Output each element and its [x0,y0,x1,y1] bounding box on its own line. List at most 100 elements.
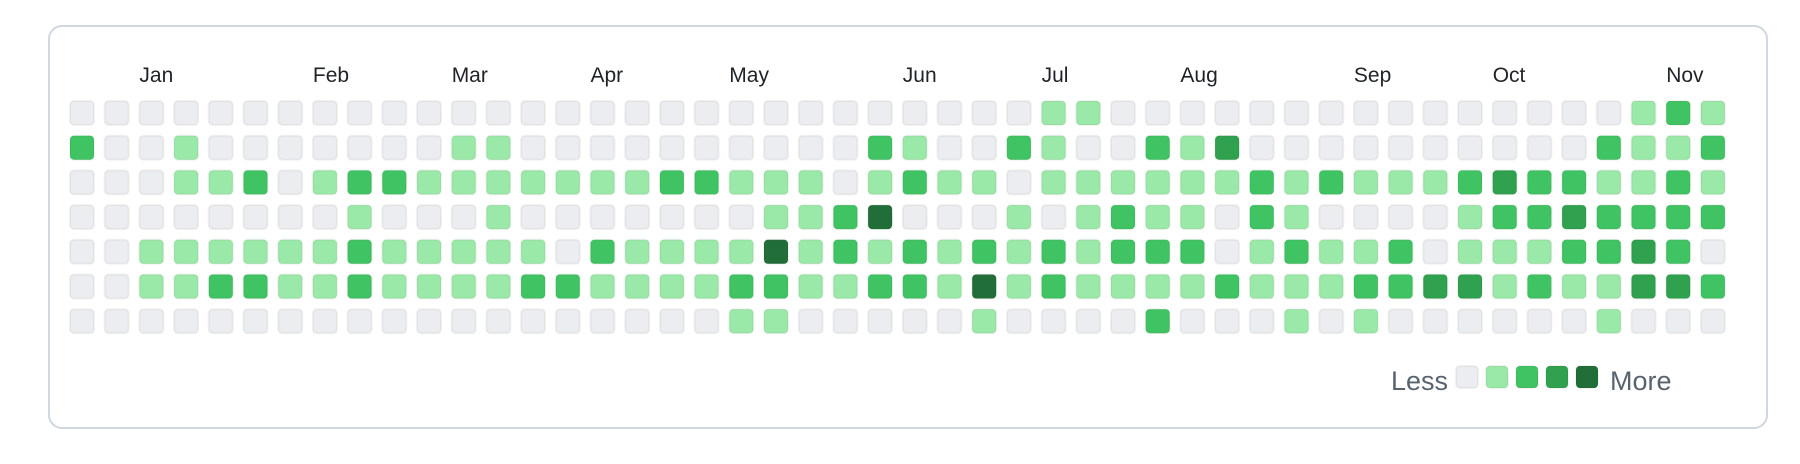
contribution-cell[interactable] [277,134,304,161]
contribution-cell[interactable] [277,100,304,126]
contribution-cell[interactable] [485,308,512,335]
contribution-cell[interactable] [901,169,928,196]
contribution-cell[interactable] [277,273,304,300]
contribution-cell[interactable] [1075,100,1102,126]
contribution-cell[interactable] [1040,273,1067,300]
contribution-cell[interactable] [1040,134,1067,161]
contribution-cell[interactable] [1387,308,1414,335]
contribution-cell[interactable] [1144,238,1171,265]
contribution-cell[interactable] [1457,169,1483,196]
contribution-cell[interactable] [1491,169,1518,196]
contribution-cell[interactable] [797,204,824,231]
contribution-cell[interactable] [1595,238,1622,265]
contribution-cell[interactable] [1665,273,1692,300]
contribution-cell[interactable] [1110,273,1136,300]
contribution-cell[interactable] [693,100,720,126]
contribution-cell[interactable] [1422,273,1449,300]
contribution-cell[interactable] [901,238,928,265]
contribution-cell[interactable] [277,204,304,231]
contribution-cell[interactable] [1075,134,1102,161]
contribution-cell[interactable] [763,273,789,300]
contribution-cell[interactable] [242,169,269,196]
contribution-cell[interactable] [173,134,200,161]
contribution-cell[interactable] [658,308,685,335]
contribution-cell[interactable] [971,308,998,335]
contribution-cell[interactable] [1561,308,1588,335]
contribution-cell[interactable] [277,308,304,335]
contribution-cell[interactable] [624,100,651,126]
contribution-cell[interactable] [1318,100,1345,126]
contribution-cell[interactable] [311,134,338,161]
contribution-cell[interactable] [728,134,755,161]
contribution-cell[interactable] [1352,308,1379,335]
contribution-cell[interactable] [346,134,373,161]
contribution-cell[interactable] [520,238,547,265]
contribution-cell[interactable] [658,169,685,196]
contribution-cell[interactable] [520,100,547,126]
contribution-cell[interactable] [658,273,685,300]
contribution-cell[interactable] [103,238,130,265]
contribution-cell[interactable] [450,308,477,335]
contribution-cell[interactable] [624,169,651,196]
contribution-cell[interactable] [450,134,477,161]
contribution-cell[interactable] [867,238,894,265]
contribution-cell[interactable] [1283,169,1310,196]
contribution-cell[interactable] [1699,100,1726,126]
contribution-cell[interactable] [311,169,338,196]
contribution-cell[interactable] [728,169,755,196]
contribution-cell[interactable] [936,134,963,161]
contribution-cell[interactable] [1075,169,1102,196]
contribution-cell[interactable] [797,308,824,335]
contribution-cell[interactable] [103,100,130,126]
contribution-cell[interactable] [138,134,165,161]
contribution-cell[interactable] [1318,308,1345,335]
contribution-cell[interactable] [1665,204,1692,231]
contribution-cell[interactable] [693,308,720,335]
contribution-cell[interactable] [832,100,859,126]
contribution-cell[interactable] [69,134,95,161]
contribution-cell[interactable] [1457,273,1483,300]
contribution-cell[interactable] [693,169,720,196]
contribution-cell[interactable] [1491,273,1518,300]
contribution-cell[interactable] [207,273,234,300]
contribution-cell[interactable] [624,134,651,161]
contribution-cell[interactable] [1005,204,1032,231]
contribution-cell[interactable] [485,100,512,126]
contribution-cell[interactable] [69,308,95,335]
contribution-cell[interactable] [1040,169,1067,196]
contribution-cell[interactable] [1005,169,1032,196]
contribution-cell[interactable] [971,273,998,300]
contribution-cell[interactable] [311,308,338,335]
contribution-cell[interactable] [1699,134,1726,161]
contribution-cell[interactable] [1040,308,1067,335]
contribution-cell[interactable] [173,204,200,231]
contribution-cell[interactable] [1110,238,1136,265]
contribution-cell[interactable] [1318,169,1345,196]
contribution-cell[interactable] [1283,100,1310,126]
contribution-cell[interactable] [1144,273,1171,300]
contribution-cell[interactable] [311,100,338,126]
contribution-cell[interactable] [450,273,477,300]
contribution-cell[interactable] [416,169,442,196]
contribution-cell[interactable] [1491,134,1518,161]
contribution-cell[interactable] [520,273,547,300]
contribution-cell[interactable] [242,204,269,231]
contribution-cell[interactable] [1144,169,1171,196]
contribution-cell[interactable] [1214,204,1241,231]
contribution-cell[interactable] [416,134,442,161]
contribution-cell[interactable] [832,169,859,196]
contribution-cell[interactable] [1005,134,1032,161]
contribution-cell[interactable] [797,273,824,300]
contribution-cell[interactable] [207,169,234,196]
contribution-cell[interactable] [589,134,616,161]
contribution-cell[interactable] [1387,273,1414,300]
contribution-cell[interactable] [867,100,894,126]
contribution-cell[interactable] [1144,204,1171,231]
contribution-cell[interactable] [485,238,512,265]
contribution-cell[interactable] [1699,273,1726,300]
contribution-cell[interactable] [1040,238,1067,265]
contribution-cell[interactable] [832,273,859,300]
contribution-cell[interactable] [1457,238,1483,265]
contribution-cell[interactable] [207,238,234,265]
contribution-cell[interactable] [1422,204,1449,231]
